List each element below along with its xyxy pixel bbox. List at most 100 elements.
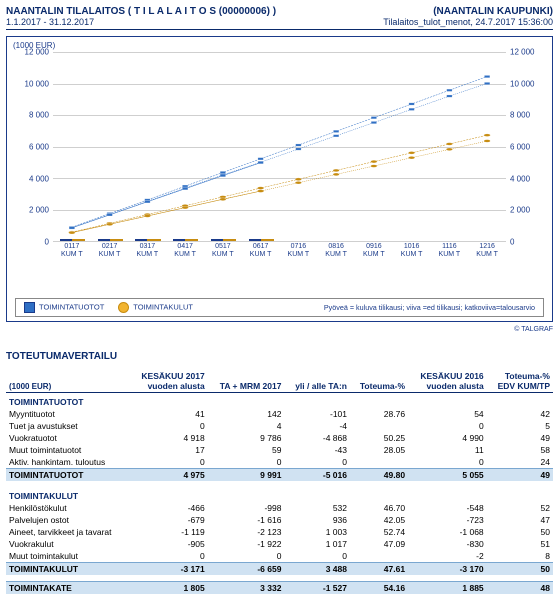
row-cell: -830 bbox=[408, 538, 487, 550]
row-label: Aineet, tarvikkeet ja tavarat bbox=[6, 526, 129, 538]
row-cell: -1 527 bbox=[284, 582, 350, 595]
row-cell: 1 805 bbox=[129, 582, 208, 595]
row-cell: 51 bbox=[487, 538, 553, 550]
table-row: Aineet, tarvikkeet ja tavarat-1 119-2 12… bbox=[6, 526, 553, 538]
page-title-left: NAANTALIN TILALAITOS ( T I L A L A I T O… bbox=[6, 6, 276, 17]
x-tick: 1216KUM T bbox=[468, 241, 506, 258]
row-cell: -5 016 bbox=[284, 469, 350, 482]
row-cell bbox=[350, 420, 408, 432]
table-row: Tuet ja avustukset04-405 bbox=[6, 420, 553, 432]
y-tick-right: 2 000 bbox=[510, 206, 546, 215]
row-cell: 936 bbox=[284, 514, 350, 526]
table-row: Muut toimintakulut000-28 bbox=[6, 550, 553, 563]
row-cell: 1 017 bbox=[284, 538, 350, 550]
row-label: Palvelujen ostot bbox=[6, 514, 129, 526]
row-cell: -1 922 bbox=[208, 538, 285, 550]
compare-table: (1000 EUR)KESÄKUU 2017vuoden alustaTA + … bbox=[6, 370, 553, 594]
row-cell: 49 bbox=[487, 469, 553, 482]
row-cell: 50.25 bbox=[350, 432, 408, 444]
x-tick: 0117KUM T bbox=[53, 241, 91, 258]
row-cell: -1 119 bbox=[129, 526, 208, 538]
row-cell bbox=[350, 456, 408, 469]
row-cell: 28.76 bbox=[350, 408, 408, 420]
row-cell: 9 991 bbox=[208, 469, 285, 482]
row-cell: -43 bbox=[284, 444, 350, 456]
row-cell: 59 bbox=[208, 444, 285, 456]
row-cell: 0 bbox=[408, 420, 487, 432]
row-cell: 46.70 bbox=[350, 502, 408, 514]
row-cell: 28.05 bbox=[350, 444, 408, 456]
row-cell: 24 bbox=[487, 456, 553, 469]
row-cell: -998 bbox=[208, 502, 285, 514]
row-label: Vuokrakulut bbox=[6, 538, 129, 550]
row-label: Vuokratuotot bbox=[6, 432, 129, 444]
row-cell: 0 bbox=[208, 456, 285, 469]
row-cell: -1 616 bbox=[208, 514, 285, 526]
y-tick-left: 0 bbox=[13, 238, 49, 247]
row-cell: 8 bbox=[487, 550, 553, 563]
row-cell: 1 885 bbox=[408, 582, 487, 595]
row-cell: 48 bbox=[487, 582, 553, 595]
y-tick-right: 0 bbox=[510, 238, 546, 247]
row-cell: 47 bbox=[487, 514, 553, 526]
date-range: 1.1.2017 - 31.12.2017 bbox=[6, 17, 94, 27]
table-row: Muut toimintatuotot1759-4328.051158 bbox=[6, 444, 553, 456]
table-row: TOIMINTAKATE1 8053 332-1 52754.161 88548 bbox=[6, 582, 553, 595]
chart-plot: 0117KUM T0217KUM T0317KUM T0417KUM T0517… bbox=[13, 52, 546, 272]
row-cell: 52.74 bbox=[350, 526, 408, 538]
row-cell: 4 990 bbox=[408, 432, 487, 444]
row-label: Tuet ja avustukset bbox=[6, 420, 129, 432]
row-label: TOIMINTAKATE bbox=[6, 582, 129, 595]
chart-unit-label: (1000 EUR) bbox=[13, 41, 546, 50]
x-tick: 0517KUM T bbox=[204, 241, 242, 258]
row-cell: 4 975 bbox=[129, 469, 208, 482]
chart-credit: © TALGRAF bbox=[6, 326, 553, 333]
legend-expense: TOIMINTAKULUT bbox=[118, 302, 193, 313]
table-row: Palvelujen ostot-679-1 61693642.05-72347 bbox=[6, 514, 553, 526]
row-cell: 42 bbox=[487, 408, 553, 420]
row-label: Muut toimintakulut bbox=[6, 550, 129, 563]
row-cell: 58 bbox=[487, 444, 553, 456]
row-cell: 49 bbox=[487, 432, 553, 444]
row-cell: -905 bbox=[129, 538, 208, 550]
y-tick-left: 6 000 bbox=[13, 143, 49, 152]
row-cell: -6 659 bbox=[208, 563, 285, 576]
row-cell: 50 bbox=[487, 526, 553, 538]
row-cell: 49.80 bbox=[350, 469, 408, 482]
row-cell: 47.09 bbox=[350, 538, 408, 550]
row-cell: -2 bbox=[408, 550, 487, 563]
row-cell: 47.61 bbox=[350, 563, 408, 576]
row-cell: 0 bbox=[284, 550, 350, 563]
row-cell: 532 bbox=[284, 502, 350, 514]
row-cell: 0 bbox=[208, 550, 285, 563]
row-cell: 42.05 bbox=[350, 514, 408, 526]
x-tick: 0417KUM T bbox=[166, 241, 204, 258]
x-tick: 0816KUM T bbox=[317, 241, 355, 258]
row-label: TOIMINTAKULUT bbox=[6, 563, 129, 576]
row-cell: 41 bbox=[129, 408, 208, 420]
row-cell: -548 bbox=[408, 502, 487, 514]
row-cell: 54.16 bbox=[350, 582, 408, 595]
row-cell: -4 bbox=[284, 420, 350, 432]
row-cell: 1 003 bbox=[284, 526, 350, 538]
row-cell: -4 868 bbox=[284, 432, 350, 444]
row-cell: 142 bbox=[208, 408, 285, 420]
y-tick-left: 10 000 bbox=[13, 79, 49, 88]
x-tick: 0317KUM T bbox=[128, 241, 166, 258]
table-col-header: Toteuma-% bbox=[350, 370, 408, 393]
row-cell: 0 bbox=[129, 456, 208, 469]
y-tick-right: 10 000 bbox=[510, 79, 546, 88]
page-title-right: (NAANTALIN KAUPUNKI) bbox=[433, 6, 553, 17]
row-cell bbox=[350, 550, 408, 563]
y-tick-right: 4 000 bbox=[510, 174, 546, 183]
x-tick: 1116KUM T bbox=[431, 241, 469, 258]
row-cell: -723 bbox=[408, 514, 487, 526]
y-tick-right: 6 000 bbox=[510, 143, 546, 152]
y-tick-left: 12 000 bbox=[13, 48, 49, 57]
table-row: Aktiv. hankintam. tuloutus000024 bbox=[6, 456, 553, 469]
row-cell: -466 bbox=[129, 502, 208, 514]
row-cell: -101 bbox=[284, 408, 350, 420]
y-tick-right: 8 000 bbox=[510, 111, 546, 120]
table-row: Vuokratuotot4 9189 786-4 86850.254 99049 bbox=[6, 432, 553, 444]
chart-frame: (1000 EUR) 0117KUM T0217KUM T0317KUM T04… bbox=[6, 36, 553, 322]
